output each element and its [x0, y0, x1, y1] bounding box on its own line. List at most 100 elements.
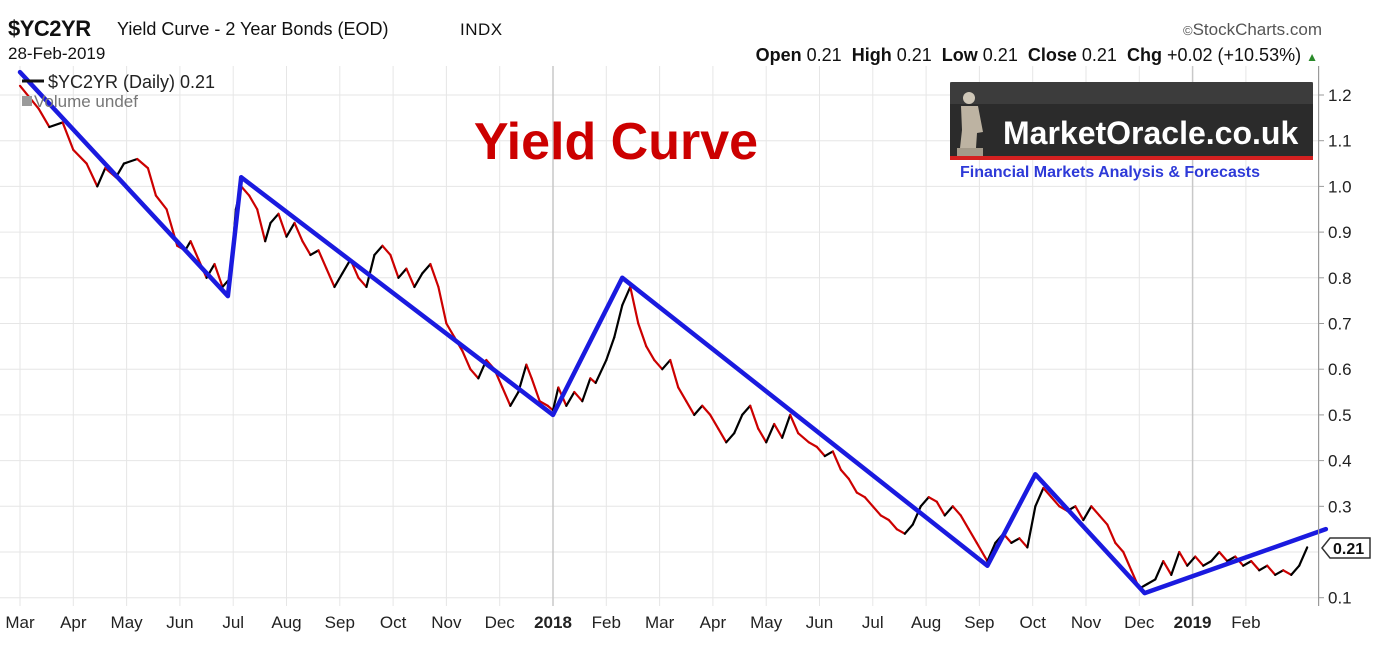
- high-label: High: [851, 45, 892, 65]
- x-tick-label: Aug: [911, 613, 941, 632]
- price-segment: [605, 336, 616, 362]
- price-segment: [677, 386, 688, 403]
- price-segment: [285, 221, 296, 238]
- price-segment: [269, 212, 280, 225]
- price-segment: [1122, 550, 1133, 572]
- triangle-up-icon: ▲: [1306, 50, 1318, 64]
- x-tick-label: Apr: [60, 613, 87, 632]
- y-tick-label: 0.4: [1328, 452, 1352, 471]
- price-segment: [530, 377, 541, 403]
- price-segment: [967, 528, 978, 544]
- x-tick-label: Apr: [700, 613, 727, 632]
- price-segment: [701, 404, 712, 416]
- y-tick-label: 1.0: [1328, 177, 1352, 196]
- logo-tagline: Financial Markets Analysis & Forecasts: [960, 164, 1260, 181]
- price-segment: [749, 404, 760, 430]
- x-tick-label: Nov: [431, 613, 462, 632]
- price-segment: [301, 240, 312, 257]
- y-tick-label: 0.1: [1328, 589, 1352, 608]
- x-axis: Mar Apr May Jun Jul Aug Sep Oct Nov Dec 2018 Feb Mar…: [5, 613, 1260, 632]
- x-tick-label: Dec: [1124, 613, 1155, 632]
- price-segment: [146, 167, 158, 197]
- x-tick-label: May: [750, 613, 783, 632]
- brand-credit: ©StockCharts.com: [1183, 20, 1322, 40]
- price-segment: [445, 322, 456, 339]
- price-segment: [405, 267, 416, 289]
- low-value: 0.21: [982, 45, 1018, 65]
- price-segment: [887, 518, 898, 531]
- price-segment: [1018, 537, 1029, 549]
- price-segment: [1010, 537, 1021, 544]
- price-segment: [879, 514, 890, 522]
- price-segment: [551, 386, 560, 412]
- copyright-icon: ©: [1182, 23, 1193, 38]
- price-segment: [629, 285, 640, 325]
- price-segment: [1026, 505, 1037, 549]
- price-segment: [797, 432, 810, 444]
- price-segment: [1274, 569, 1285, 576]
- price-segment: [1242, 560, 1253, 567]
- price-segment: [725, 432, 736, 444]
- price-segment: [1162, 560, 1173, 576]
- marketoracle-logo: MarketOracle.co.uk Financial Markets Ana…: [950, 82, 1313, 181]
- price-segment: [669, 358, 680, 389]
- price-segment: [1258, 564, 1269, 572]
- price-segment: [96, 167, 107, 188]
- y-tick-label: 1.2: [1328, 86, 1352, 105]
- price-segment: [1154, 560, 1165, 581]
- chg-label: Chg: [1126, 45, 1162, 65]
- price-segment: [389, 253, 400, 279]
- price-segment: [437, 285, 448, 325]
- brand-label: StockCharts.com: [1192, 20, 1322, 39]
- x-tick-label: Mar: [645, 613, 675, 632]
- price-segment: [1050, 496, 1061, 508]
- price-segment: [1298, 546, 1309, 567]
- close-label: Close: [1027, 45, 1077, 65]
- x-tick-label: Dec: [485, 613, 516, 632]
- price-segment: [154, 194, 168, 211]
- chg-value: +0.02 (+10.53%): [1166, 45, 1302, 65]
- price-segment: [136, 157, 150, 170]
- price-segment: [975, 541, 984, 554]
- volume-icon: [22, 96, 32, 106]
- legend-volume-label: Volume undef: [34, 92, 138, 111]
- price-segment: [943, 505, 954, 517]
- price-segment: [645, 345, 656, 362]
- x-tick-label: Jun: [806, 613, 833, 632]
- x-tick-label: Jul: [862, 613, 884, 632]
- price-segment: [839, 468, 850, 480]
- price-segment: [685, 400, 696, 416]
- legend: $YC2YR (Daily) 0.21 Volume undef: [22, 72, 215, 111]
- price-segment: [421, 262, 432, 275]
- chart-date: 28-Feb-2019: [8, 44, 106, 63]
- chart-description: Yield Curve - 2 Year Bonds (EOD): [117, 19, 389, 39]
- price-segment: [733, 413, 744, 435]
- y-tick-label: 0.8: [1328, 269, 1352, 288]
- price-segment: [781, 413, 792, 439]
- price-segment: [429, 262, 440, 289]
- price-segment: [461, 349, 472, 371]
- price-segment: [621, 285, 632, 307]
- price-segment: [823, 450, 834, 458]
- price-segment: [37, 107, 51, 129]
- price-segment: [773, 422, 784, 439]
- price-segment: [935, 500, 946, 517]
- price-segment: [565, 390, 576, 407]
- last-value-marker: 0.21: [1321, 537, 1371, 559]
- price-segment: [357, 276, 368, 289]
- x-tick-label: Oct: [380, 613, 407, 632]
- price-segment: [365, 253, 376, 289]
- price-segment: [741, 404, 752, 416]
- price-segment: [1194, 555, 1205, 567]
- close-value: 0.21: [1081, 45, 1117, 65]
- exchange-label: INDX: [460, 20, 503, 39]
- price-segment: [1106, 523, 1117, 544]
- y-axis-line: [1318, 66, 1320, 606]
- price-segment: [525, 363, 533, 380]
- price-segment: [256, 208, 267, 243]
- price-segment: [248, 194, 259, 211]
- price-segment: [807, 441, 818, 448]
- price-segment: [855, 491, 866, 499]
- price-segment: [469, 368, 480, 380]
- price-segment: [871, 505, 882, 517]
